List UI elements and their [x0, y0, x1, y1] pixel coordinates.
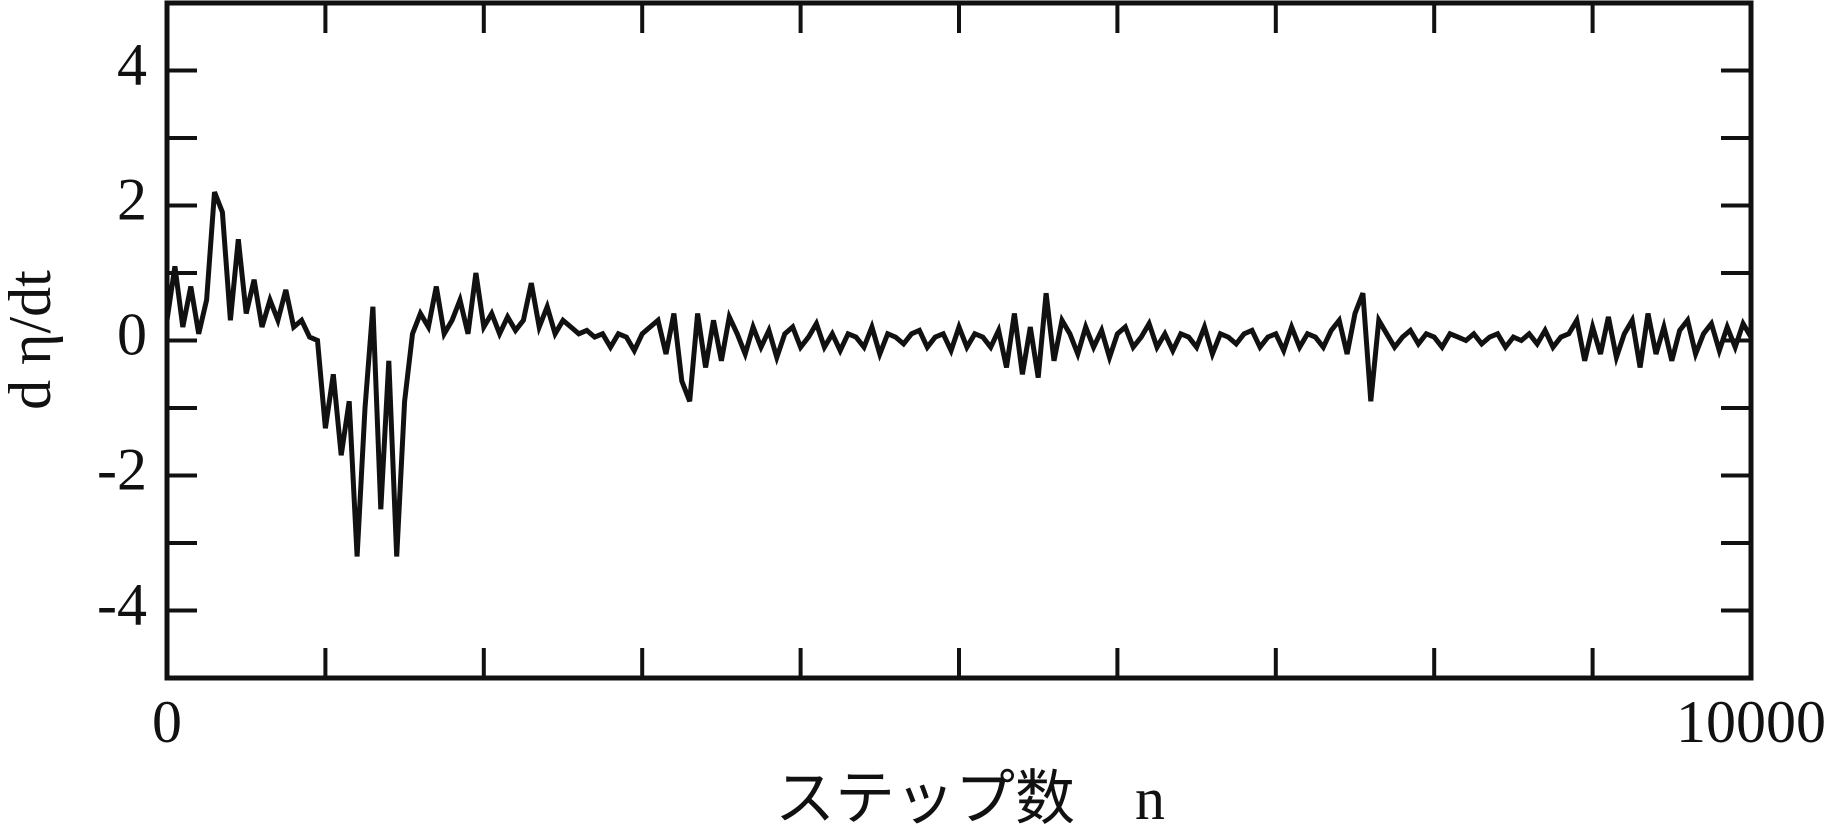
x-axis-title: ステップ数 n	[775, 766, 1165, 832]
x-tick-label: 10000	[1676, 689, 1826, 755]
y-tick-label: 0	[117, 301, 147, 367]
y-tick-label: -2	[97, 436, 147, 502]
y-tick-label: -4	[97, 571, 147, 637]
data-line	[164, 191, 1754, 557]
y-tick-label: 2	[117, 166, 147, 232]
plot-frame	[164, 0, 1754, 681]
x-tick-label: 0	[152, 689, 182, 755]
y-tick-label: 4	[117, 31, 147, 97]
y-axis-title: d η/dt	[0, 270, 63, 410]
